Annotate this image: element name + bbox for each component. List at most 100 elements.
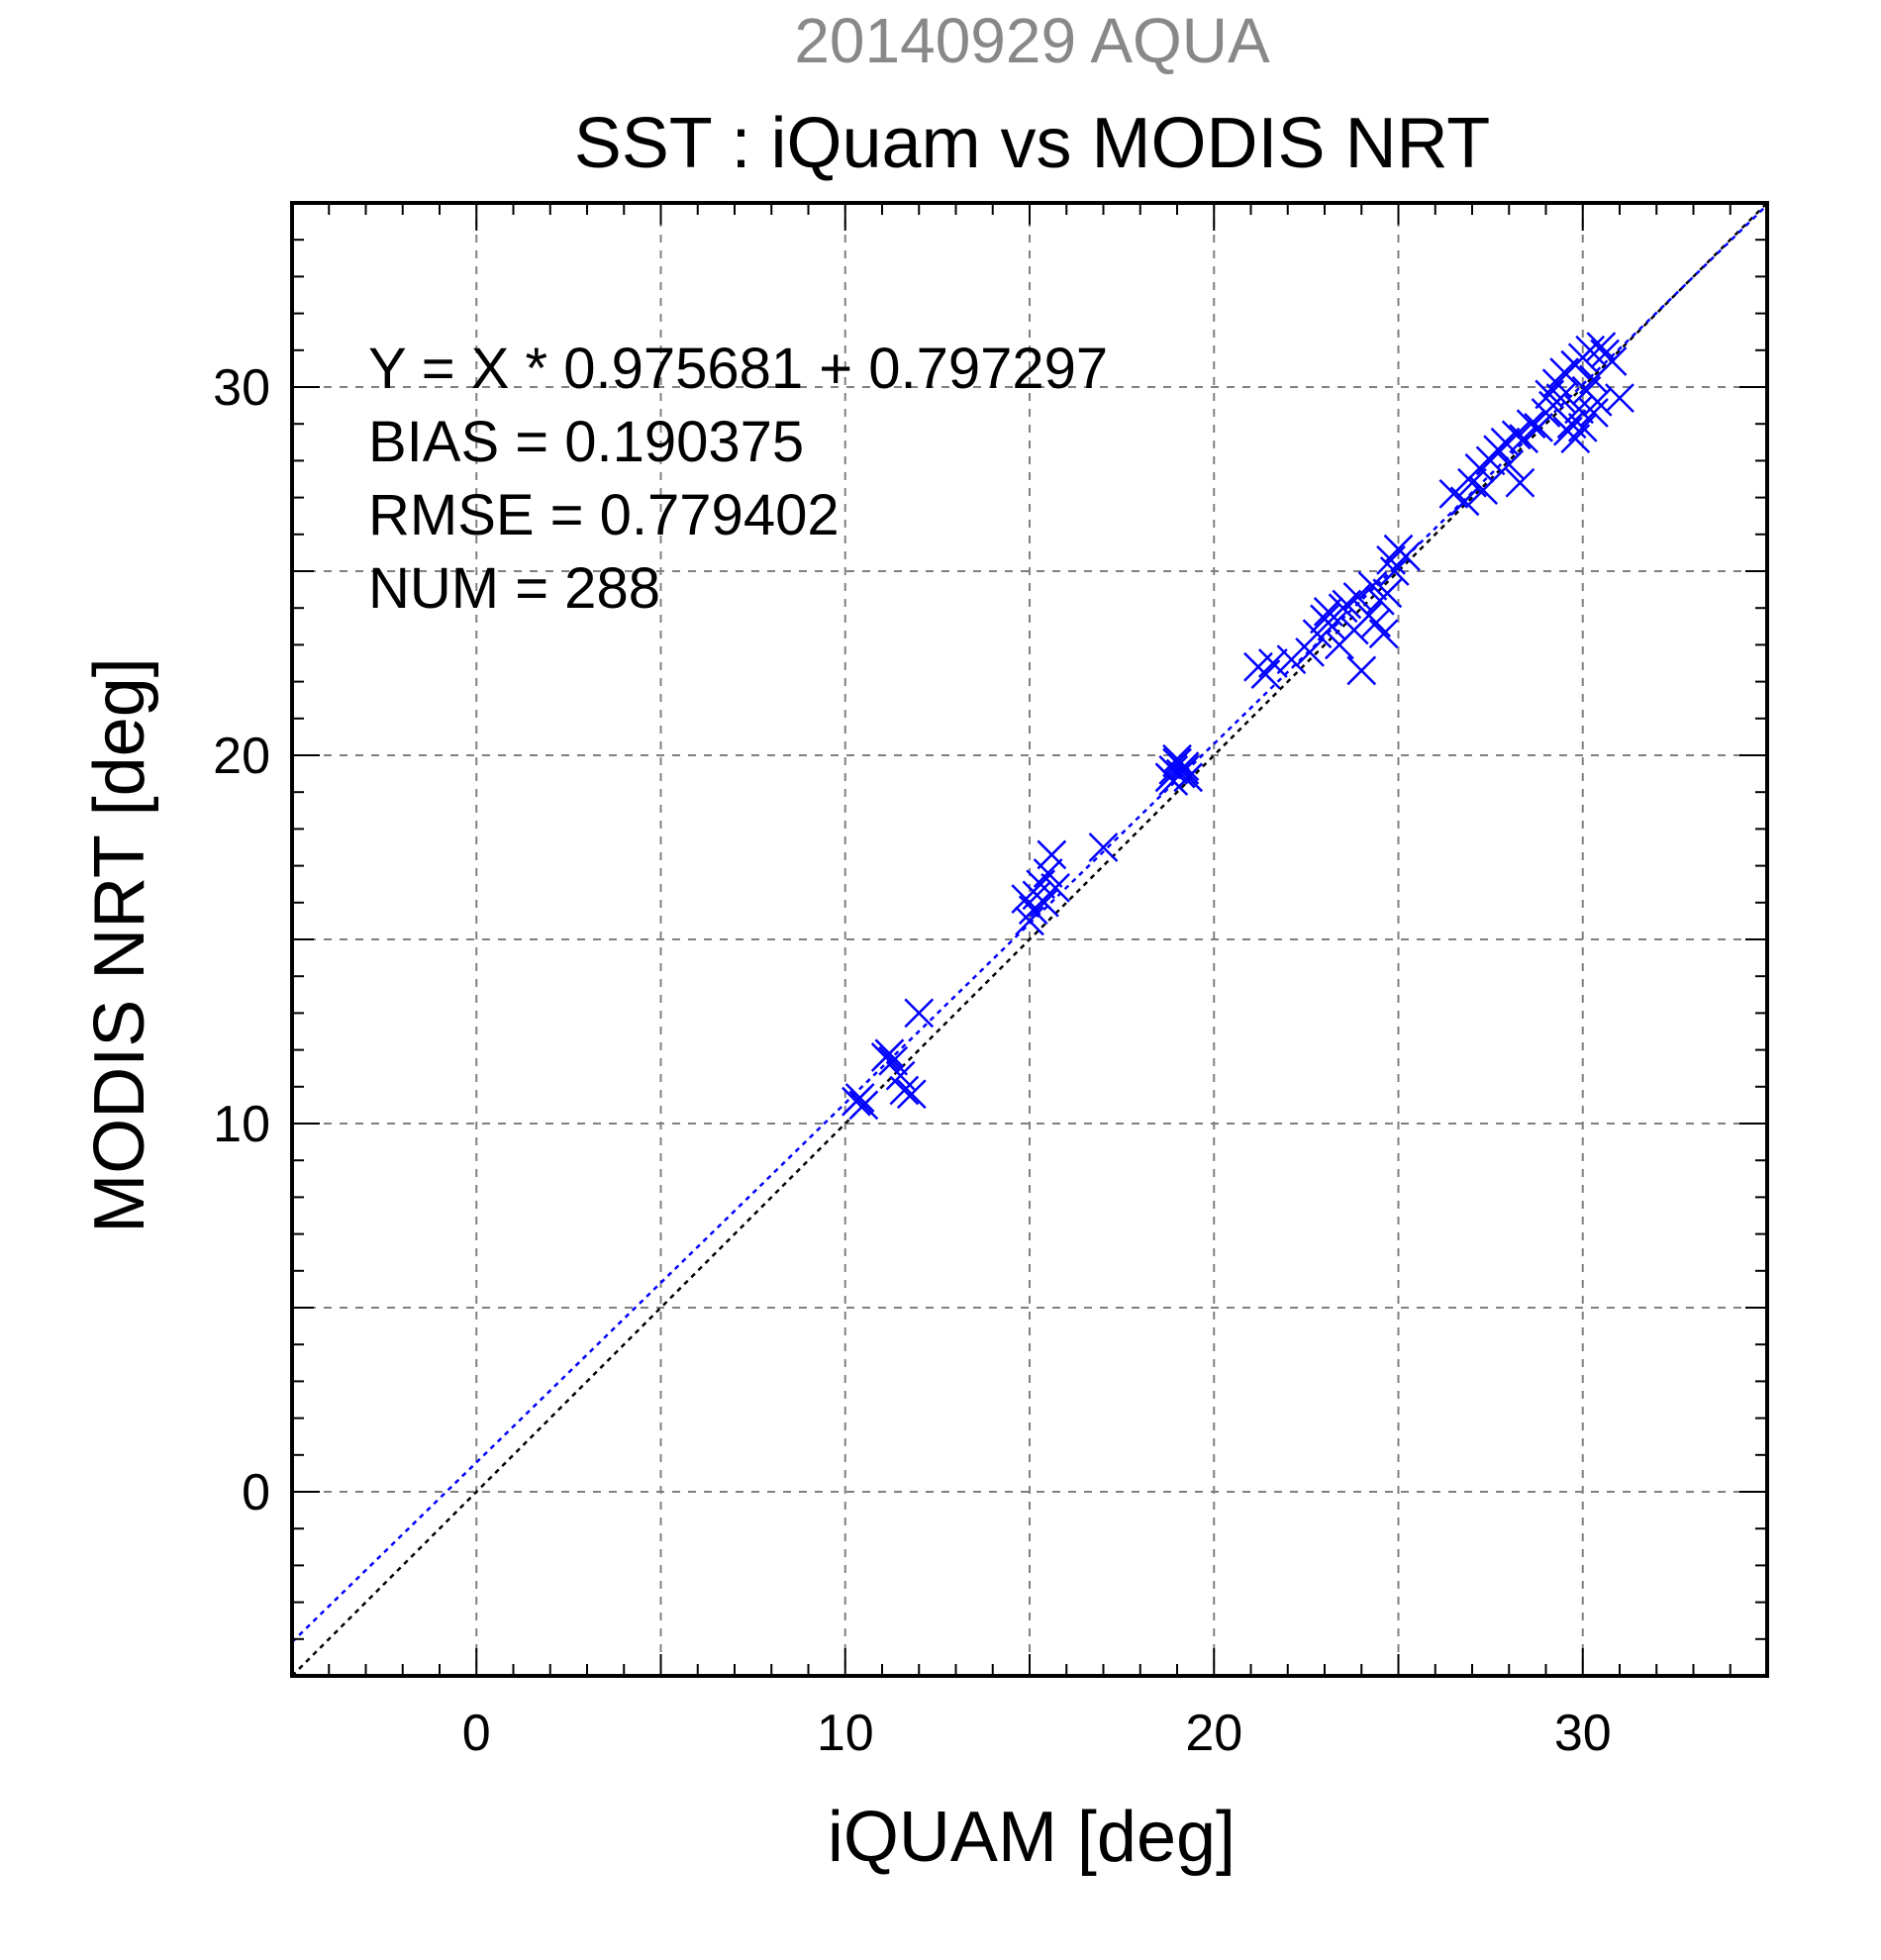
data-point-stroke [1582,386,1613,417]
grid-lines [292,203,1767,1676]
y-axis-label: MODIS NRT [deg] [80,657,159,1233]
y-tick-label: 30 [213,359,270,417]
data-point [1295,637,1325,667]
data-point-stroke [1564,394,1594,425]
data-points [842,332,1634,1121]
data-point-stroke [874,1038,905,1069]
data-point [904,998,935,1029]
data-point [1040,873,1070,903]
data-point-stroke [1346,655,1377,686]
data-point [1468,475,1499,506]
y-tick-label: 0 [242,1464,270,1521]
stats-box: Y = X * 0.975681 + 0.797297 BIAS = 0.190… [368,337,1108,621]
data-point-stroke [1302,619,1333,649]
data-point [848,1090,879,1121]
data-point [1545,383,1576,414]
x-tick-label: 30 [1554,1705,1612,1762]
num-text: NUM = 288 [368,556,660,621]
data-point [1033,858,1063,888]
data-point [1597,346,1628,376]
data-point [1567,413,1598,442]
data-point [844,1083,875,1113]
data-point-stroke [1516,409,1546,440]
data-point [878,1045,909,1076]
data-point [1368,619,1399,649]
data-point [1494,449,1525,480]
data-point-stroke [1295,637,1325,667]
data-point-stroke [1169,754,1200,785]
regression-equation: Y = X * 0.975681 + 0.797297 [368,337,1108,401]
regression-line [291,204,1768,1643]
data-point [874,1038,905,1069]
data-point-stroke [885,1060,916,1091]
data-point [1449,486,1480,517]
data-point-stroke [896,1079,927,1110]
data-point [1579,398,1609,428]
data-point [1169,754,1200,785]
data-point-stroke [1438,478,1469,509]
data-point-stroke [1505,467,1535,498]
x-tick-label: 0 [462,1705,491,1762]
data-point [1088,833,1119,862]
data-point-stroke [1361,608,1392,637]
chart-subtitle: 20140929 AQUA [794,5,1270,76]
data-point-stroke [1379,556,1410,586]
data-point [1605,383,1634,414]
data-point [1501,420,1532,450]
data-point [1505,467,1535,498]
data-point-stroke [1501,420,1532,450]
data-point [1030,887,1059,918]
data-point-stroke [1468,475,1499,506]
data-point-stroke [848,1090,879,1121]
data-point-stroke [1586,332,1617,361]
rmse-text: RMSE = 0.779402 [368,483,840,547]
data-point [1586,332,1617,361]
data-point [1357,570,1388,601]
data-point-stroke [1037,839,1067,870]
y-tick-label: 10 [213,1096,270,1153]
data-point-stroke [1372,578,1403,609]
data-point-stroke [1579,398,1609,428]
data-point-stroke [1575,335,1606,365]
data-point-stroke [1545,383,1576,414]
data-point [1346,655,1377,686]
data-point-stroke [1509,424,1539,453]
data-point-stroke [1158,754,1189,785]
data-point-stroke [1162,743,1192,774]
data-point [1015,906,1044,936]
x-tick-label: 10 [817,1705,874,1762]
y-tick-label: 20 [213,728,270,785]
tick-labels: 0 10 20 30 0 10 20 30 [213,359,1612,1762]
data-point [1276,644,1307,675]
data-point-stroke [1556,409,1587,440]
data-point-stroke [1391,541,1421,572]
data-point-stroke [1567,413,1598,442]
data-point [1372,578,1403,609]
plot-frame [290,201,1769,1678]
data-point [1516,409,1546,440]
data-point-stroke [1040,873,1070,903]
data-point-stroke [1257,648,1288,678]
data-point-stroke [844,1083,875,1113]
reference-lines [291,202,1768,1677]
data-point [1509,424,1539,453]
data-point [889,1075,920,1106]
chart-title: SST : iQuam vs MODIS NRT [573,104,1491,183]
identity-line [291,202,1768,1677]
data-point-stroke [904,998,935,1029]
data-point [1524,413,1553,442]
data-point-stroke [889,1075,920,1106]
x-tick-label: 20 [1185,1705,1242,1762]
data-point-stroke [1033,858,1063,888]
data-point-stroke [1457,467,1487,498]
data-point-stroke [1357,570,1388,601]
data-point-stroke [1597,346,1628,376]
data-point-stroke [1276,644,1307,675]
data-point-stroke [1030,887,1059,918]
x-axis-label: iQUAM [deg] [828,1798,1236,1877]
data-point-stroke [1605,383,1634,414]
data-point [1037,839,1067,870]
data-point-stroke [1088,833,1119,862]
data-point [896,1079,927,1110]
